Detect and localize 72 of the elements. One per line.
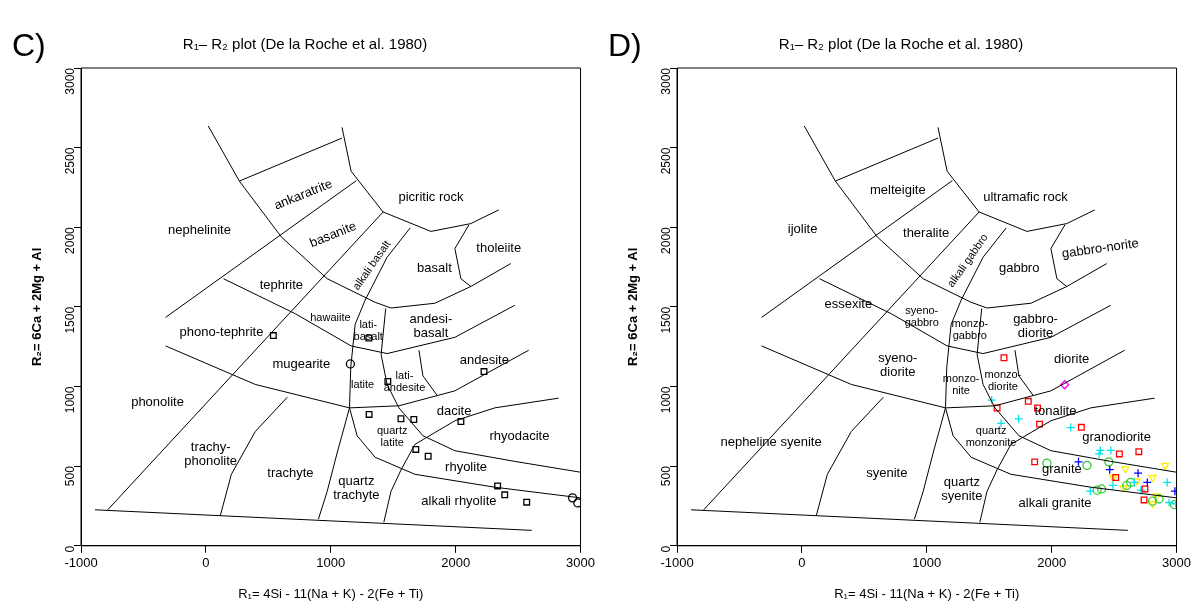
annotation: nepheline syenite <box>720 434 822 450</box>
annotation: phono-tephrite <box>179 323 264 339</box>
annotation: rhyolite <box>445 459 487 475</box>
x-tick-label: 0 <box>202 555 210 571</box>
y-tick-label: 2500 <box>63 147 78 175</box>
y-tick-label: 3000 <box>63 67 78 95</box>
x-tick-label: 3000 <box>566 555 595 571</box>
y-tick-label: 1500 <box>659 306 674 334</box>
x-tick-label: 0 <box>798 555 806 571</box>
annotation: tephrite <box>259 276 303 292</box>
annotation: theralite <box>903 225 950 241</box>
annotation: gabbro <box>998 259 1040 275</box>
annotation: quartz monzonite <box>965 423 1017 448</box>
x-axis-title: R₁= 4Si - 11(Na + K) - 2(Fe + Ti) <box>238 585 424 601</box>
x-axis-title: R₁= 4Si - 11(Na + K) - 2(Fe + Ti) <box>834 585 1020 601</box>
y-tick-label: 1000 <box>63 386 78 414</box>
x-tick-label: 2000 <box>1037 555 1067 571</box>
annotation: syenite <box>866 464 908 480</box>
y-tick-label: 2500 <box>659 147 674 175</box>
annotation: granite <box>1042 460 1082 476</box>
x-tick-label: -1000 <box>64 555 98 571</box>
annotation: diorite <box>1053 351 1090 367</box>
annotation: gabbro- diorite <box>1013 311 1058 341</box>
x-tick-label: 3000 <box>1162 555 1191 571</box>
x-tick-label: -1000 <box>660 555 694 571</box>
annotation: basalt <box>417 260 453 276</box>
annotation: nephelinite <box>168 222 231 238</box>
annotation: melteigite <box>869 181 926 197</box>
chart-title: R₁– R₂ plot (De la Roche et al. 1980) <box>778 35 1024 53</box>
annotation: gabbro-norite <box>1060 235 1140 261</box>
y-tick-label: 1000 <box>659 386 674 414</box>
text: D) <box>608 27 642 63</box>
y-tick-label: 500 <box>659 465 674 487</box>
annotation: tholeiite <box>476 240 522 256</box>
annotation: quartz syenite <box>941 473 983 503</box>
annotation: quartz trachyte <box>333 472 380 502</box>
x-tick-label: 1000 <box>316 555 346 571</box>
y-axis-title: R₂= 6Ca + 2Mg + Al <box>625 247 641 367</box>
annotation: syeno- gabbro <box>904 303 939 328</box>
x-tick-label: 1000 <box>912 555 942 571</box>
annotation: syeno- diorite <box>878 350 918 380</box>
annotation: ultramafic rock <box>983 188 1069 204</box>
annotation: mugearite <box>272 355 331 371</box>
x-tick-label: 2000 <box>441 555 471 571</box>
y-tick-label: 2000 <box>63 226 78 254</box>
annotation: tonalite <box>1034 402 1077 418</box>
text: C) <box>12 27 46 63</box>
annotation: andesi- basalt <box>409 311 453 341</box>
annotation: trachy- phonolite <box>184 438 238 468</box>
chart-title: R₁– R₂ plot (De la Roche et al. 1980) <box>182 35 428 53</box>
annotation: alkali rhyolite <box>421 492 497 508</box>
annotation: ijolite <box>787 220 818 236</box>
y-tick-label: 0 <box>63 545 78 553</box>
annotation: quartz latite <box>376 423 408 448</box>
y-tick-label: 3000 <box>659 67 674 95</box>
y-tick-label: 0 <box>659 545 674 553</box>
y-tick-label: 500 <box>63 465 78 487</box>
annotation: dacite <box>436 402 472 418</box>
annotation: picritic rock <box>398 188 464 204</box>
annotation: granodiorite <box>1082 428 1151 444</box>
annotation: hawaiite <box>310 311 351 324</box>
annotation: rhyodacite <box>489 428 550 444</box>
annotation: monzo- gabbro <box>951 317 989 342</box>
annotation: alkali granite <box>1018 495 1092 511</box>
annotation: latite <box>350 378 375 391</box>
annotation: andesite <box>459 351 509 367</box>
y-tick-label: 2000 <box>659 226 674 254</box>
annotation: essexite <box>824 296 873 312</box>
y-axis-title: R₂= 6Ca + 2Mg + Al <box>29 247 45 367</box>
annotation: trachyte <box>267 464 314 480</box>
y-tick-label: 1500 <box>63 306 78 334</box>
annotation: phonolite <box>131 394 184 410</box>
